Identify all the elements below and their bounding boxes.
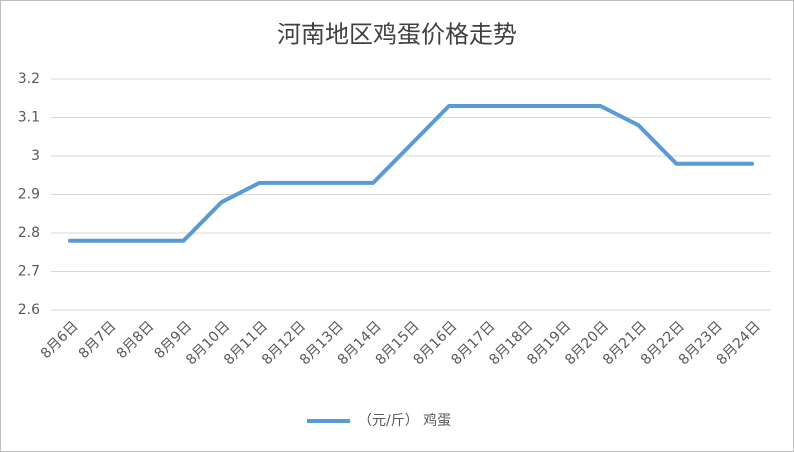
y-tick-label: 2.8	[18, 225, 40, 241]
y-tick-label: 2.9	[18, 187, 40, 203]
y-tick-label: 3	[31, 148, 40, 164]
y-tick-label: 3.1	[18, 110, 40, 126]
y-tick-label: 2.6	[18, 302, 40, 318]
y-tick-label: 3.2	[18, 71, 40, 87]
legend-label: （元/斤） 鸡蛋	[358, 412, 451, 429]
chart-title: 河南地区鸡蛋价格走势	[277, 21, 517, 49]
data-line	[67, 104, 755, 243]
y-tick-label: 2.7	[18, 264, 40, 280]
